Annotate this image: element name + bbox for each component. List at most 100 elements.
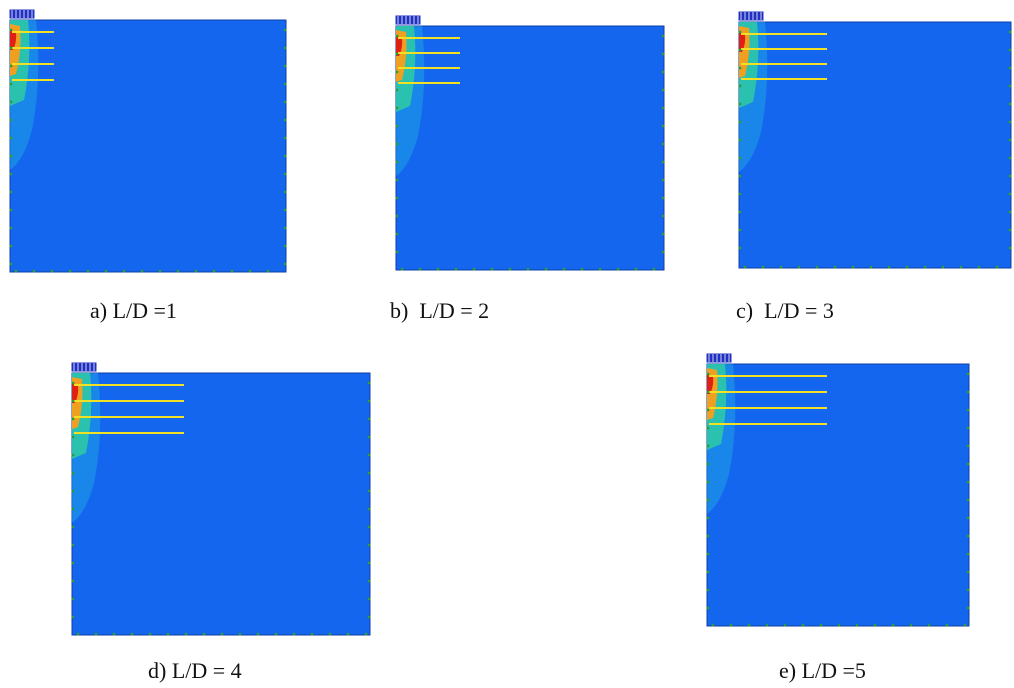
node-marker	[283, 244, 287, 248]
node-marker	[1008, 120, 1012, 124]
node-marker	[833, 265, 837, 269]
contour-hot	[10, 30, 17, 50]
node-marker	[32, 269, 36, 273]
node-marker	[292, 632, 296, 636]
node-marker	[661, 124, 665, 128]
node-marker	[508, 267, 512, 271]
node-marker	[706, 372, 710, 376]
node-marker	[9, 226, 13, 230]
node-marker	[661, 142, 665, 146]
node-marker	[238, 632, 242, 636]
node-marker	[738, 246, 742, 250]
node-marker	[706, 480, 710, 484]
node-marker	[738, 30, 742, 34]
node-marker	[367, 417, 371, 421]
node-marker	[256, 632, 260, 636]
node-marker	[738, 84, 742, 88]
node-marker	[738, 138, 742, 142]
node-marker	[71, 453, 75, 457]
soil-domain	[706, 363, 970, 627]
node-marker	[283, 82, 287, 86]
node-marker	[966, 372, 970, 376]
fe-model-c	[735, 6, 1014, 270]
node-marker	[706, 426, 710, 430]
node-marker	[104, 269, 108, 273]
node-marker	[395, 214, 399, 218]
node-marker	[661, 196, 665, 200]
node-marker	[9, 118, 13, 122]
node-marker	[395, 196, 399, 200]
node-marker	[966, 606, 970, 610]
node-marker	[71, 597, 75, 601]
node-marker	[490, 267, 494, 271]
node-marker	[71, 525, 75, 529]
node-marker	[966, 588, 970, 592]
node-marker	[706, 516, 710, 520]
node-marker	[706, 606, 710, 610]
soil-domain	[9, 19, 287, 273]
node-marker	[50, 269, 54, 273]
node-marker	[966, 390, 970, 394]
node-marker	[283, 118, 287, 122]
node-marker	[706, 534, 710, 538]
fe-model-d	[68, 357, 374, 637]
fe-mesh-svg	[395, 15, 665, 271]
node-marker	[71, 381, 75, 385]
node-marker	[738, 192, 742, 196]
node-marker	[283, 64, 287, 68]
footing-load	[9, 9, 35, 19]
node-marker	[367, 507, 371, 511]
node-marker	[395, 142, 399, 146]
fe-mesh-svg	[706, 353, 970, 627]
node-marker	[706, 462, 710, 466]
soil-domain	[395, 25, 665, 271]
node-marker	[747, 623, 751, 627]
node-marker	[9, 190, 13, 194]
node-marker	[738, 174, 742, 178]
node-marker	[71, 489, 75, 493]
node-marker	[837, 623, 841, 627]
node-marker	[212, 269, 216, 273]
node-marker	[9, 154, 13, 158]
node-marker	[966, 534, 970, 538]
node-marker	[71, 417, 75, 421]
node-marker	[230, 269, 234, 273]
caption-b: b) L/D = 2	[390, 298, 490, 323]
footing-load	[71, 362, 97, 372]
node-marker	[966, 426, 970, 430]
node-marker	[248, 269, 252, 273]
node-marker	[634, 267, 638, 271]
node-marker	[283, 28, 287, 32]
node-marker	[797, 265, 801, 269]
node-marker	[598, 267, 602, 271]
node-marker	[995, 265, 999, 269]
node-marker	[202, 632, 206, 636]
node-marker	[616, 267, 620, 271]
fe-mesh-svg	[738, 11, 1012, 269]
node-marker	[738, 102, 742, 106]
fe-mesh-svg	[71, 362, 371, 636]
node-marker	[1008, 156, 1012, 160]
contour-hot	[707, 374, 714, 394]
node-marker	[706, 444, 710, 448]
node-marker	[652, 267, 656, 271]
caption-c: c) L/D = 3	[736, 298, 834, 323]
node-marker	[9, 64, 13, 68]
node-marker	[927, 623, 931, 627]
node-marker	[76, 632, 80, 636]
node-marker	[729, 623, 733, 627]
node-marker	[14, 269, 18, 273]
node-marker	[738, 210, 742, 214]
node-marker	[395, 250, 399, 254]
node-marker	[966, 444, 970, 448]
node-marker	[166, 632, 170, 636]
node-marker	[436, 267, 440, 271]
soil-domain	[71, 372, 371, 636]
node-marker	[562, 267, 566, 271]
node-marker	[158, 269, 162, 273]
node-marker	[395, 178, 399, 182]
node-marker	[661, 88, 665, 92]
node-marker	[68, 269, 72, 273]
node-marker	[977, 265, 981, 269]
node-marker	[706, 552, 710, 556]
